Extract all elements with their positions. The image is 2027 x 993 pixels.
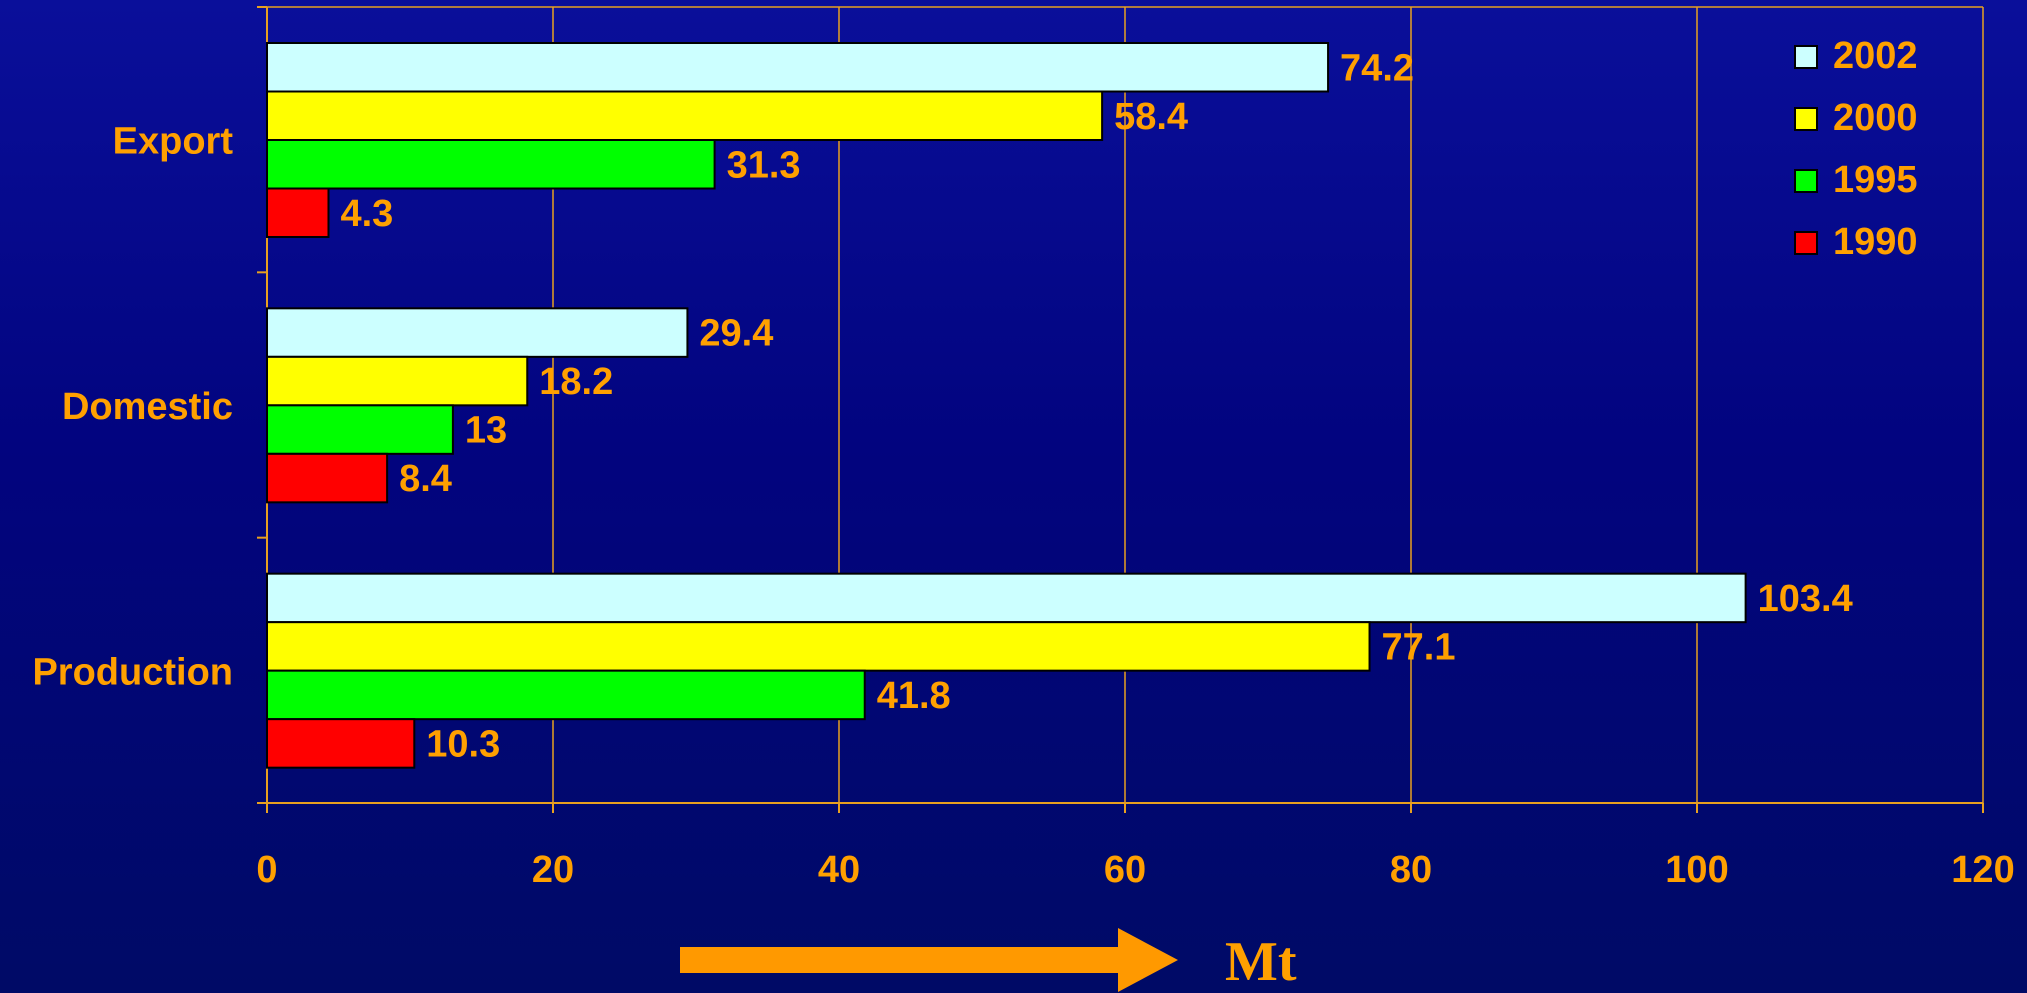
- x-tick-label: 80: [1390, 849, 1432, 891]
- legend-swatch-2000: [1794, 107, 1818, 131]
- x-tick-label: 120: [1951, 849, 2014, 891]
- bar-2000-domestic: [266, 355, 529, 407]
- bar-2002-domestic: [266, 307, 689, 358]
- x-axis-label: Mt: [1225, 931, 1297, 993]
- bar-1995-domestic: [266, 404, 454, 455]
- bars: [266, 42, 1747, 769]
- bar-1995-export: [266, 139, 716, 190]
- data-label: 29.4: [699, 313, 773, 355]
- category-label: Export: [113, 121, 234, 163]
- bar-1990-domestic: [266, 452, 389, 504]
- x-tick-label: 40: [818, 849, 860, 891]
- data-label: 74.2: [1340, 47, 1414, 89]
- x-tick-labels: 0 20 40 60 80 100 120: [256, 849, 2014, 891]
- bar-1990-export: [266, 187, 330, 238]
- data-label: 10.3: [426, 723, 500, 765]
- x-tick-label: 20: [532, 849, 574, 891]
- data-label: 77.1: [1382, 626, 1456, 668]
- legend-swatch-1995: [1794, 169, 1818, 193]
- legend-label-2000: 2000: [1833, 97, 1918, 139]
- bar-1995-production: [266, 669, 866, 721]
- data-label: 58.4: [1114, 96, 1188, 138]
- legend-label-1990: 1990: [1833, 221, 1918, 263]
- data-label: 4.3: [340, 193, 393, 235]
- legend-swatch-2002: [1794, 45, 1818, 69]
- bar-2000-production: [266, 621, 1371, 672]
- x-axis-unit: Mt: [680, 928, 1297, 993]
- legend-label-2002: 2002: [1833, 35, 1918, 77]
- category-label: Production: [32, 651, 233, 693]
- arrow-right-icon: [680, 928, 1178, 992]
- category-labels: Export Domestic Production: [32, 121, 233, 694]
- data-label: 103.4: [1758, 578, 1853, 620]
- data-label: 41.8: [877, 675, 951, 717]
- data-label: 8.4: [399, 458, 452, 500]
- category-label: Domestic: [62, 386, 233, 428]
- x-tick-label: 60: [1104, 849, 1146, 891]
- value-labels: 74.2 58.4 31.3 4.3 29.4 18.2 13 8.4 103.4 77.1 41.…: [340, 47, 1852, 765]
- data-label: 13: [465, 410, 507, 452]
- data-label: 18.2: [539, 361, 613, 403]
- bar-2000-export: [266, 90, 1104, 141]
- data-label: 31.3: [727, 144, 801, 186]
- bar-2002-production: [266, 572, 1747, 624]
- bar-1990-production: [266, 718, 416, 769]
- bar-2002-export: [266, 42, 1330, 93]
- x-tick-label: 100: [1665, 849, 1728, 891]
- legend-label-1995: 1995: [1833, 159, 1918, 201]
- legend: 2002 2000 1995 1990: [1794, 35, 1918, 263]
- legend-swatch-1990: [1794, 231, 1818, 255]
- x-tick-label: 0: [256, 849, 277, 891]
